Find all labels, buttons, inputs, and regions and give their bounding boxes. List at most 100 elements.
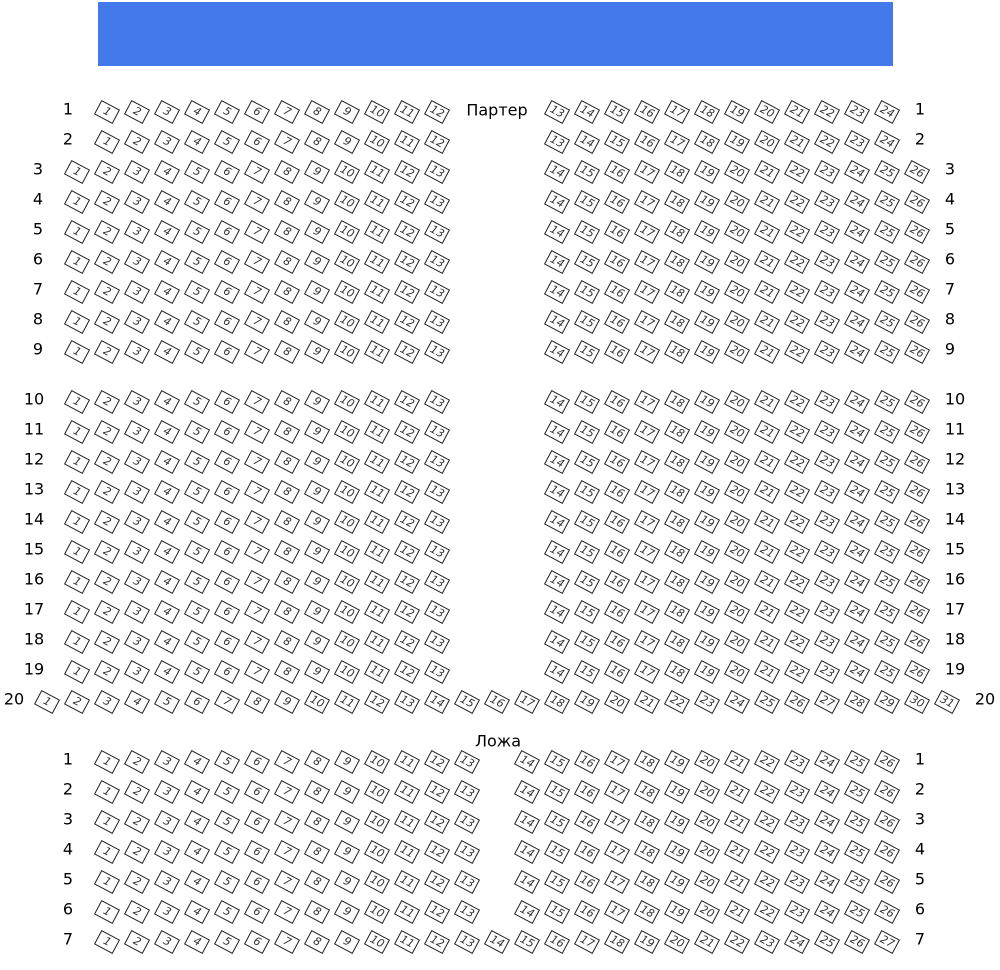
seat[interactable]: 10	[363, 750, 391, 774]
seat[interactable]: 11	[393, 780, 421, 804]
seat[interactable]: 4	[183, 100, 211, 124]
seat[interactable]: 21	[753, 220, 781, 244]
seat[interactable]: 11	[363, 510, 391, 534]
seat[interactable]: 22	[783, 250, 811, 274]
seat[interactable]: 13	[423, 280, 451, 304]
seat[interactable]: 23	[813, 250, 841, 274]
seat[interactable]: 10	[333, 220, 361, 244]
seat[interactable]: 8	[273, 220, 301, 244]
seat[interactable]: 17	[663, 100, 691, 124]
seat[interactable]: 10	[363, 100, 391, 124]
seat[interactable]: 10	[333, 250, 361, 274]
seat[interactable]: 19	[663, 750, 691, 774]
seat[interactable]: 26	[783, 690, 811, 714]
seat[interactable]: 20	[723, 630, 751, 654]
seat[interactable]: 9	[333, 750, 361, 774]
seat[interactable]: 24	[843, 220, 871, 244]
seat[interactable]: 19	[633, 930, 661, 954]
seat[interactable]: 5	[213, 870, 241, 894]
seat[interactable]: 1	[63, 540, 91, 564]
seat[interactable]: 24	[873, 100, 901, 124]
seat[interactable]: 25	[843, 810, 871, 834]
seat[interactable]: 16	[603, 160, 631, 184]
seat[interactable]: 25	[843, 750, 871, 774]
seat[interactable]: 7	[243, 190, 271, 214]
seat[interactable]: 8	[273, 630, 301, 654]
seat[interactable]: 18	[693, 100, 721, 124]
seat[interactable]: 15	[573, 340, 601, 364]
seat[interactable]: 20	[723, 660, 751, 684]
seat[interactable]: 6	[243, 810, 271, 834]
seat[interactable]: 26	[903, 340, 931, 364]
seat[interactable]: 15	[573, 600, 601, 624]
seat[interactable]: 5	[183, 190, 211, 214]
seat[interactable]: 24	[813, 900, 841, 924]
seat[interactable]: 13	[423, 630, 451, 654]
seat[interactable]: 9	[303, 220, 331, 244]
seat[interactable]: 9	[303, 390, 331, 414]
seat[interactable]: 19	[663, 810, 691, 834]
seat[interactable]: 20	[723, 190, 751, 214]
seat[interactable]: 1	[63, 600, 91, 624]
seat[interactable]: 26	[903, 600, 931, 624]
seat[interactable]: 25	[873, 390, 901, 414]
seat[interactable]: 14	[573, 100, 601, 124]
seat[interactable]: 21	[723, 900, 751, 924]
seat[interactable]: 1	[93, 100, 121, 124]
seat[interactable]: 17	[633, 250, 661, 274]
seat[interactable]: 2	[93, 310, 121, 334]
seat[interactable]: 11	[363, 250, 391, 274]
seat[interactable]: 13	[453, 780, 481, 804]
seat[interactable]: 1	[93, 930, 121, 954]
seat[interactable]: 8	[273, 340, 301, 364]
seat[interactable]: 16	[603, 420, 631, 444]
seat[interactable]: 24	[813, 780, 841, 804]
seat[interactable]: 20	[693, 810, 721, 834]
seat[interactable]: 2	[93, 570, 121, 594]
seat[interactable]: 2	[123, 130, 151, 154]
seat[interactable]: 18	[663, 390, 691, 414]
seat[interactable]: 2	[93, 480, 121, 504]
seat[interactable]: 4	[183, 750, 211, 774]
seat[interactable]: 14	[483, 930, 511, 954]
seat[interactable]: 15	[573, 220, 601, 244]
seat[interactable]: 12	[393, 160, 421, 184]
seat[interactable]: 14	[543, 540, 571, 564]
seat[interactable]: 2	[93, 250, 121, 274]
seat[interactable]: 15	[573, 450, 601, 474]
seat[interactable]: 25	[873, 600, 901, 624]
seat[interactable]: 4	[153, 220, 181, 244]
seat[interactable]: 1	[63, 310, 91, 334]
seat[interactable]: 21	[753, 160, 781, 184]
seat[interactable]: 25	[873, 660, 901, 684]
seat[interactable]: 24	[843, 630, 871, 654]
seat[interactable]: 22	[753, 810, 781, 834]
seat[interactable]: 10	[333, 570, 361, 594]
seat[interactable]: 10	[363, 780, 391, 804]
seat[interactable]: 21	[753, 660, 781, 684]
seat[interactable]: 22	[783, 510, 811, 534]
seat[interactable]: 13	[423, 310, 451, 334]
seat[interactable]: 10	[363, 810, 391, 834]
seat[interactable]: 25	[873, 340, 901, 364]
seat[interactable]: 22	[783, 160, 811, 184]
seat[interactable]: 19	[663, 870, 691, 894]
seat[interactable]: 25	[873, 310, 901, 334]
seat[interactable]: 23	[813, 310, 841, 334]
seat[interactable]: 21	[753, 510, 781, 534]
seat[interactable]: 20	[723, 450, 751, 474]
seat[interactable]: 18	[633, 780, 661, 804]
seat[interactable]: 23	[813, 480, 841, 504]
seat[interactable]: 12	[423, 130, 451, 154]
seat[interactable]: 6	[213, 310, 241, 334]
seat[interactable]: 22	[783, 450, 811, 474]
seat[interactable]: 26	[903, 630, 931, 654]
seat[interactable]: 20	[693, 870, 721, 894]
seat[interactable]: 6	[213, 250, 241, 274]
seat[interactable]: 6	[243, 100, 271, 124]
seat[interactable]: 8	[273, 390, 301, 414]
seat[interactable]: 8	[243, 690, 271, 714]
seat[interactable]: 26	[903, 450, 931, 474]
seat[interactable]: 6	[213, 450, 241, 474]
seat[interactable]: 22	[753, 840, 781, 864]
